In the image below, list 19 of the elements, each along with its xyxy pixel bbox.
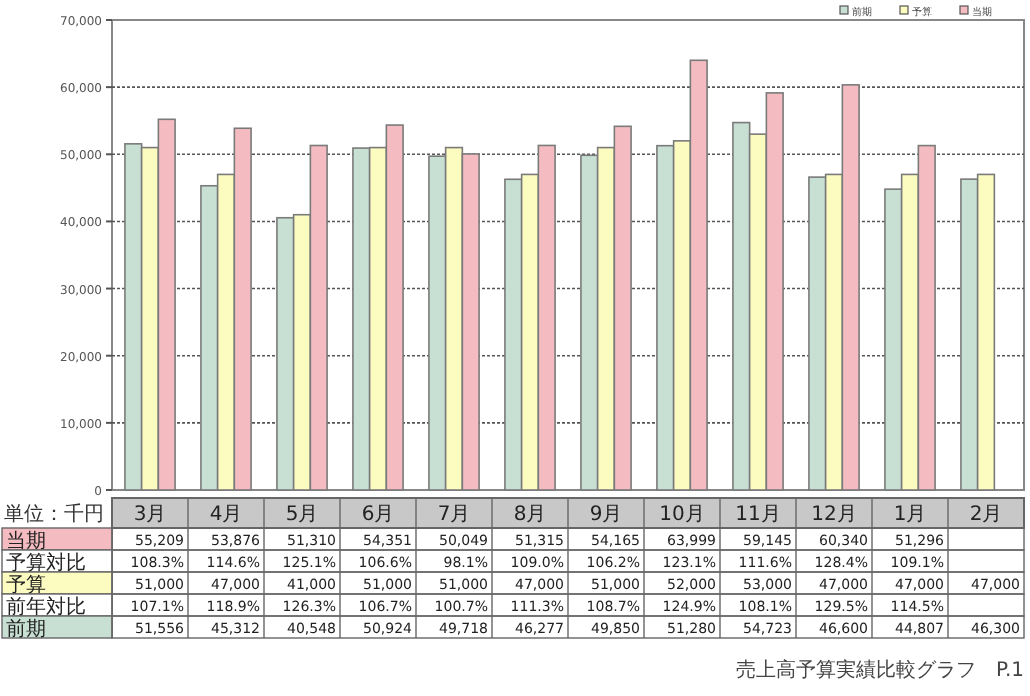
- text: 単位：千円: [4, 502, 104, 526]
- x-tick-label: 10月: [659, 504, 705, 526]
- x-tick-label: 2月: [969, 504, 1003, 526]
- text: 売上高予算実績比較グラフ P.1: [735, 658, 1024, 682]
- x-tick-label: 5月: [285, 504, 319, 526]
- x-tick-label: 3月: [133, 504, 167, 526]
- x-tick-label: 12月: [811, 504, 857, 526]
- text: 前期: [6, 619, 46, 641]
- x-tick-label: 1月: [893, 504, 927, 526]
- text: 当期: [6, 531, 46, 553]
- text: 予算対比: [6, 551, 86, 575]
- x-tick-label: 4月: [209, 504, 243, 526]
- x-tick-label: 6月: [361, 504, 395, 526]
- x-tick-label: 7月: [437, 504, 471, 526]
- x-tick-label: 11月: [735, 504, 781, 526]
- x-tick-label: 8月: [513, 504, 547, 526]
- text: 前年対比: [6, 595, 86, 619]
- text: 予算: [6, 575, 46, 597]
- x-tick-label: 9月: [589, 504, 623, 526]
